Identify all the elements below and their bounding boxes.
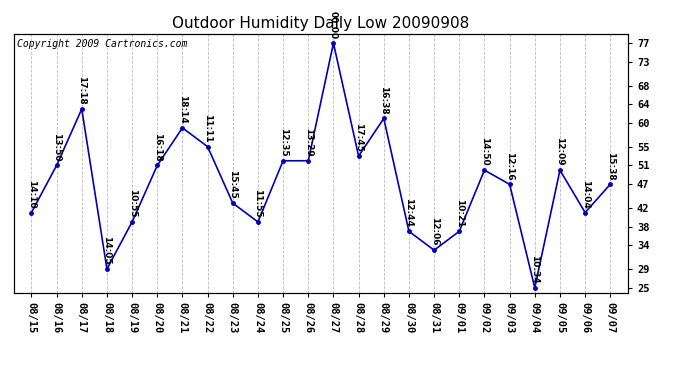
Text: 10:55: 10:55 — [128, 189, 137, 218]
Text: 14:04: 14:04 — [580, 180, 590, 209]
Text: 12:09: 12:09 — [555, 137, 564, 166]
Text: 00:00: 00:00 — [329, 11, 338, 39]
Title: Outdoor Humidity Daily Low 20090908: Outdoor Humidity Daily Low 20090908 — [172, 16, 469, 31]
Text: 14:05: 14:05 — [102, 236, 111, 265]
Text: Copyright 2009 Cartronics.com: Copyright 2009 Cartronics.com — [17, 39, 187, 49]
Text: 10:21: 10:21 — [455, 199, 464, 227]
Text: 12:44: 12:44 — [404, 198, 413, 227]
Text: 12:16: 12:16 — [505, 152, 514, 180]
Text: 13:29: 13:29 — [304, 128, 313, 157]
Text: 12:06: 12:06 — [430, 217, 439, 246]
Text: 15:45: 15:45 — [228, 170, 237, 199]
Text: 17:18: 17:18 — [77, 76, 86, 105]
Text: 16:38: 16:38 — [380, 86, 388, 114]
Text: 18:14: 18:14 — [178, 95, 187, 124]
Text: 14:10: 14:10 — [27, 180, 36, 209]
Text: 13:50: 13:50 — [52, 133, 61, 161]
Text: 11:55: 11:55 — [253, 189, 262, 218]
Text: 14:50: 14:50 — [480, 137, 489, 166]
Text: 10:34: 10:34 — [531, 255, 540, 284]
Text: 12:35: 12:35 — [279, 128, 288, 157]
Text: 16:18: 16:18 — [152, 133, 161, 161]
Text: 11:11: 11:11 — [203, 114, 212, 142]
Text: 17:45: 17:45 — [354, 123, 363, 152]
Text: 15:38: 15:38 — [606, 152, 615, 180]
